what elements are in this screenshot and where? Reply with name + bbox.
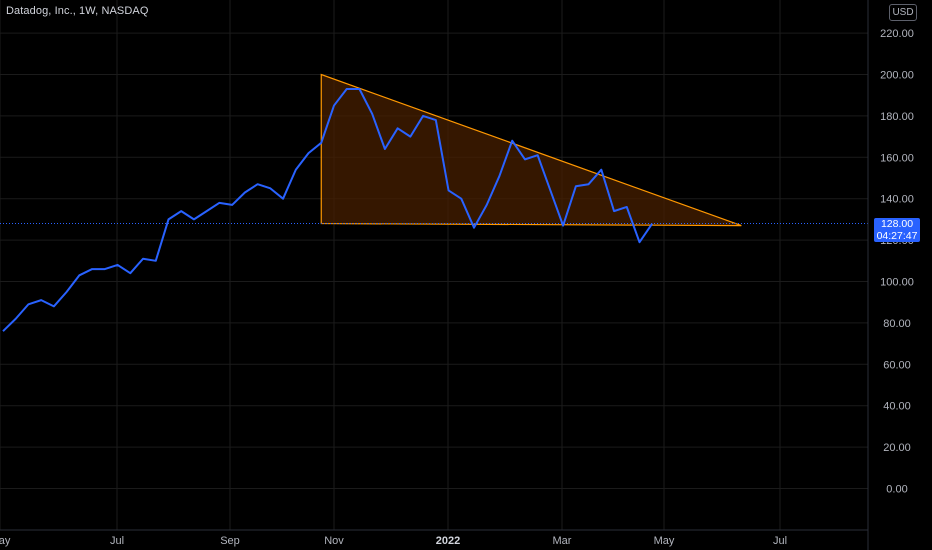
x-tick-label: May xyxy=(0,535,11,547)
time-axis[interactable]: May Jul Sep Nov 2022 Mar May Jul xyxy=(0,535,787,547)
x-tick-label: Jul xyxy=(773,535,787,547)
triangle-shape xyxy=(320,73,742,227)
price-line xyxy=(2,87,654,332)
y-tick-label: 180.00 xyxy=(880,111,914,123)
y-tick-label: 160.00 xyxy=(880,152,914,164)
x-tick-label: 2022 xyxy=(436,535,460,547)
y-tick-label: 60.00 xyxy=(883,359,911,371)
x-tick-label: Mar xyxy=(553,535,572,547)
y-tick-label: 80.00 xyxy=(883,318,911,330)
x-tick-label: May xyxy=(654,535,675,547)
chart-grid xyxy=(0,0,868,530)
price-series xyxy=(2,87,654,332)
currency-badge[interactable]: USD xyxy=(889,4,917,21)
y-tick-label: 200.00 xyxy=(880,70,914,82)
x-tick-label: Sep xyxy=(220,535,240,547)
bar-countdown: 04:27:47 xyxy=(876,229,918,242)
symbol-title: Datadog, Inc., 1W, NASDAQ xyxy=(6,5,149,17)
y-tick-label: 40.00 xyxy=(883,401,911,413)
x-tick-label: Nov xyxy=(324,535,344,547)
last-price-value: 128.00 xyxy=(880,218,914,230)
y-tick-label: 220.00 xyxy=(880,28,914,40)
x-tick-label: Jul xyxy=(110,535,124,547)
y-tick-label: 140.00 xyxy=(880,194,914,206)
y-tick-label: 20.00 xyxy=(883,442,911,454)
triangle-drawing[interactable] xyxy=(320,73,742,227)
last-price-tag: 128.00 04:27:47 xyxy=(874,218,920,242)
y-tick-label: 100.00 xyxy=(880,277,914,289)
y-tick-label: 0.00 xyxy=(886,484,907,496)
